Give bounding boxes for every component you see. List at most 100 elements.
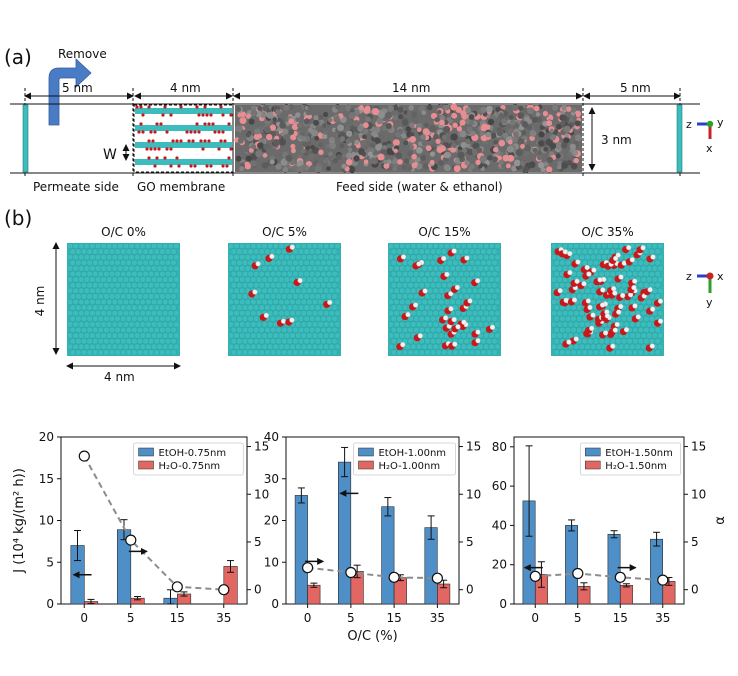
carbon-atom: [415, 242, 423, 250]
carbon-atom: [272, 298, 279, 306]
hydrogen-atom: [451, 317, 457, 323]
water-molecule: [290, 148, 296, 154]
legend-label: EtOH-0.75nm: [159, 448, 227, 459]
carbon-atom: [275, 349, 282, 356]
ethanol-molecule: [392, 166, 397, 172]
ethanol-molecule: [524, 116, 530, 123]
carbon-atom: [97, 304, 104, 311]
carbon-atom: [148, 304, 155, 311]
carbon-atom: [320, 349, 327, 356]
carbon-atom: [244, 310, 251, 317]
carbon-atom: [241, 338, 249, 345]
carbon-atom: [311, 332, 319, 339]
hydrogen-atom: [448, 291, 454, 297]
carbon-atom: [657, 276, 664, 283]
oxygen-atom: [153, 147, 157, 151]
axis-z-b: z: [686, 270, 692, 283]
carbon-atom: [122, 254, 130, 261]
carbon-atom: [483, 343, 490, 350]
oxygen-atom: [203, 122, 207, 126]
ethanol-molecule: [326, 166, 331, 171]
carbon-atom: [485, 282, 493, 289]
carbon-atom: [269, 349, 277, 356]
ethanol-molecule: [353, 155, 360, 162]
carbon-atom: [289, 332, 296, 339]
hydrogen-atom: [657, 318, 664, 324]
y2-tick-label: 5: [254, 535, 262, 549]
carbon-atom: [253, 304, 260, 311]
carbon-atom: [483, 265, 490, 272]
carbon-atom: [247, 282, 254, 289]
ethanol-molecule: [538, 140, 545, 147]
sheet-dim-v-label: 4 nm: [33, 286, 47, 317]
carbon-atom: [463, 338, 470, 345]
carbon-atom: [89, 332, 96, 339]
ethanol-molecule: [286, 148, 292, 153]
carbon-atom: [317, 265, 324, 272]
water-molecule: [566, 106, 572, 112]
carbon-atom: [239, 265, 246, 272]
carbon-atom: [390, 259, 397, 266]
carbon-atom: [244, 254, 251, 261]
carbon-atom: [86, 270, 93, 278]
bar: [650, 538, 664, 605]
carbon-atom: [239, 287, 246, 294]
carbon-atom: [230, 338, 237, 345]
carbon-atom: [120, 338, 127, 345]
carbon-atom: [250, 310, 257, 317]
carbon-atom: [438, 310, 445, 317]
carbon-atom: [267, 332, 274, 339]
y-axis-label: J (10⁴ kg/(m² h)): [12, 468, 27, 574]
carbon-atom: [556, 276, 563, 283]
carbon-atom: [156, 287, 163, 294]
ethanol-molecule: [420, 154, 427, 161]
carbon-atom: [570, 315, 577, 322]
carbon-atom: [247, 270, 254, 278]
carbon-atom: [253, 326, 260, 334]
carbon-atom: [606, 242, 614, 250]
carbon-atom: [78, 276, 85, 283]
carbon-atom: [297, 293, 305, 300]
hydrogen-atom: [557, 288, 563, 294]
carbon-atom: [567, 310, 574, 317]
carbon-atom: [230, 315, 237, 322]
carbon-atom: [429, 315, 437, 322]
carbon-atom: [125, 248, 132, 255]
carbon-atom: [413, 315, 420, 322]
carbon-atom: [117, 310, 124, 317]
carbon-atom: [590, 254, 597, 261]
carbon-atom: [233, 310, 240, 317]
carbon-atom: [480, 315, 487, 322]
carbon-atom: [485, 248, 493, 255]
carbon-atom: [323, 287, 330, 294]
hydrogen-atom: [289, 244, 295, 250]
carbon-atom: [387, 343, 395, 350]
carbon-atom: [320, 259, 327, 266]
carbon-atom: [264, 349, 271, 356]
go-layer: [135, 108, 232, 114]
oxygen-atom: [187, 139, 191, 143]
water-molecule: [358, 105, 364, 111]
oxygen-atom: [205, 164, 209, 168]
carbon-atom: [117, 332, 124, 339]
carbon-atom: [103, 338, 110, 345]
ethanol-molecule: [269, 155, 275, 161]
carbon-atom: [117, 321, 124, 328]
carbon-atom: [474, 270, 481, 278]
carbon-atom: [103, 304, 110, 311]
carbon-atom: [278, 332, 285, 339]
ethanol-molecule: [324, 157, 329, 162]
ethanol-molecule: [328, 151, 333, 157]
carbon-atom: [334, 343, 341, 350]
carbon-atom: [153, 338, 160, 345]
carbon-atom: [72, 332, 79, 339]
carbon-atom: [289, 298, 296, 306]
carbon-atom: [156, 276, 163, 283]
carbon-atom: [648, 270, 656, 278]
ethanol-molecule: [367, 151, 373, 157]
carbon-atom: [441, 248, 448, 255]
carbon-atom: [463, 282, 470, 289]
carbon-atom: [562, 265, 569, 272]
carbon-atom: [94, 242, 102, 250]
carbon-atom: [227, 242, 235, 250]
